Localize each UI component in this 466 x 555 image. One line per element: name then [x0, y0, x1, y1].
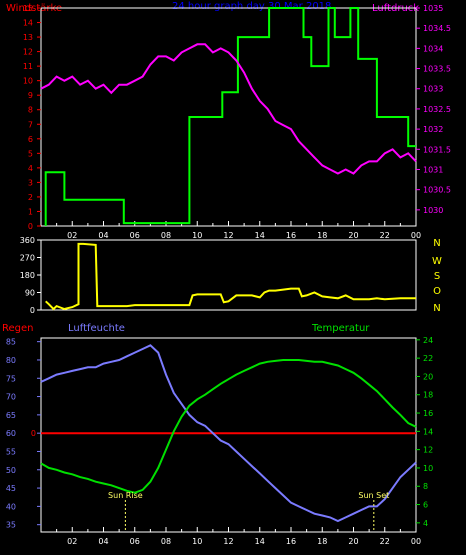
wind-tick-label: 4: [28, 164, 33, 173]
direction-tick-label: 360: [20, 236, 35, 245]
hour-tick-label: 20: [348, 231, 358, 240]
wind-tick-label: 2: [28, 193, 33, 202]
pressure-tick-label: 1032.5: [423, 105, 451, 114]
sunrise-label: Sun Rise: [108, 491, 143, 500]
temperature-tick-label: 12: [423, 446, 433, 455]
direction-tick-label: 180: [20, 271, 35, 280]
humidity-tick-label: 35: [6, 521, 16, 530]
hour-tick-label: 16: [286, 537, 296, 546]
hour-tick-label: 16: [286, 231, 296, 240]
hour-tick-label: 14: [255, 537, 265, 546]
pressure-tick-label: 1033.5: [423, 65, 451, 74]
humidity-tick-label: 85: [6, 338, 16, 347]
pressure-tick-label: 1034: [423, 44, 443, 53]
pressure-tick-label: 1032: [423, 125, 443, 134]
compass-label: W: [432, 256, 442, 267]
direction-tick-label: 270: [20, 254, 35, 263]
humidity-tick-label: 75: [6, 374, 16, 383]
hour-tick-label: 22: [380, 537, 390, 546]
wind-tick-label: 6: [28, 135, 33, 144]
hour-tick-label: 04: [98, 537, 108, 546]
temperature-tick-label: 6: [423, 501, 428, 510]
temperature-tick-label: 18: [423, 391, 433, 400]
wind-direction-series: [45, 242, 416, 311]
hour-tick-label: 18: [317, 537, 327, 546]
wind-tick-label: 12: [23, 48, 33, 57]
pressure-tick-label: 1031.5: [423, 145, 451, 154]
temperature-tick-label: 4: [423, 519, 428, 528]
hour-tick-label: 10: [192, 231, 202, 240]
temperature-series: [40, 359, 417, 494]
hour-tick-label: 22: [380, 231, 390, 240]
temperature-label: Temperatur: [311, 323, 370, 334]
hour-tick-label: 04: [98, 231, 108, 240]
wind-tick-label: 14: [23, 19, 33, 28]
hour-tick-label: 00: [411, 231, 421, 240]
pressure-tick-label: 1031: [423, 165, 443, 174]
hour-tick-label: 12: [223, 231, 233, 240]
hour-tick-label: 20: [348, 537, 358, 546]
hour-tick-label: 08: [161, 537, 171, 546]
temperature-tick-label: 24: [423, 336, 433, 345]
wind-tick-label: 5: [28, 149, 33, 158]
wind-tick-label: 11: [23, 62, 33, 71]
pressure-tick-label: 1035: [423, 4, 443, 13]
wind-tick-label: 10: [23, 77, 33, 86]
wind-tick-label: 15: [23, 4, 33, 13]
temperature-tick-label: 10: [423, 464, 433, 473]
chart-title: 24 hour graph day 30 Mar 2018: [172, 1, 331, 12]
temperature-tick-label: 22: [423, 354, 433, 363]
humidity-tick-label: 40: [6, 502, 16, 511]
wind-tick-label: 3: [28, 178, 33, 187]
temperature-tick-label: 20: [423, 372, 433, 381]
hour-tick-label: 12: [223, 537, 233, 546]
temperature-tick-label: 14: [423, 427, 433, 436]
pressure-tick-label: 1034.5: [423, 24, 451, 33]
pressure-tick-label: 1033: [423, 85, 443, 94]
direction-tick-label: 90: [25, 289, 35, 298]
humidity-label: Luftfeuchte: [68, 323, 125, 334]
pressure-tick-label: 1030.5: [423, 186, 451, 195]
humidity-tick-label: 45: [6, 484, 16, 493]
hour-tick-label: 14: [255, 231, 265, 240]
hour-tick-label: 06: [130, 231, 140, 240]
wind-speed-label: Windstärke: [6, 3, 62, 14]
rain-tick-label: 0: [31, 429, 36, 438]
humidity-tick-label: 70: [6, 393, 16, 402]
wind-tick-label: 7: [28, 120, 33, 129]
wind-tick-label: 0: [28, 222, 33, 231]
wind-tick-label: 13: [23, 33, 33, 42]
direction-tick-label: 0: [30, 306, 35, 315]
hour-tick-label: 02: [67, 537, 77, 546]
panel1-frame: [40, 7, 417, 227]
compass-label: N: [433, 238, 440, 249]
hour-tick-label: 02: [67, 231, 77, 240]
temperature-tick-label: 8: [423, 482, 428, 491]
hour-tick-label: 10: [192, 537, 202, 546]
sunset-label: Sun Set: [358, 491, 389, 500]
wind-tick-label: 1: [28, 207, 33, 216]
humidity-series: [40, 344, 417, 523]
humidity-tick-label: 50: [6, 466, 16, 475]
humidity-tick-label: 80: [6, 356, 16, 365]
hour-tick-label: 18: [317, 231, 327, 240]
pressure-series: [40, 43, 417, 175]
wind-tick-label: 8: [28, 106, 33, 115]
hour-tick-label: 08: [161, 231, 171, 240]
rain-label: Regen: [2, 323, 34, 334]
wind-speed-series: [44, 7, 416, 226]
temperature-tick-label: 16: [423, 409, 433, 418]
humidity-tick-label: 60: [6, 429, 16, 438]
humidity-tick-label: 55: [6, 447, 16, 456]
wind-tick-label: 9: [28, 91, 33, 100]
hour-tick-label: 06: [130, 537, 140, 546]
hour-tick-label: 00: [411, 537, 421, 546]
pressure-tick-label: 1030: [423, 206, 443, 215]
compass-label: O: [433, 286, 441, 297]
compass-label: S: [434, 271, 440, 282]
humidity-tick-label: 65: [6, 411, 16, 420]
compass-label: N: [433, 303, 440, 314]
